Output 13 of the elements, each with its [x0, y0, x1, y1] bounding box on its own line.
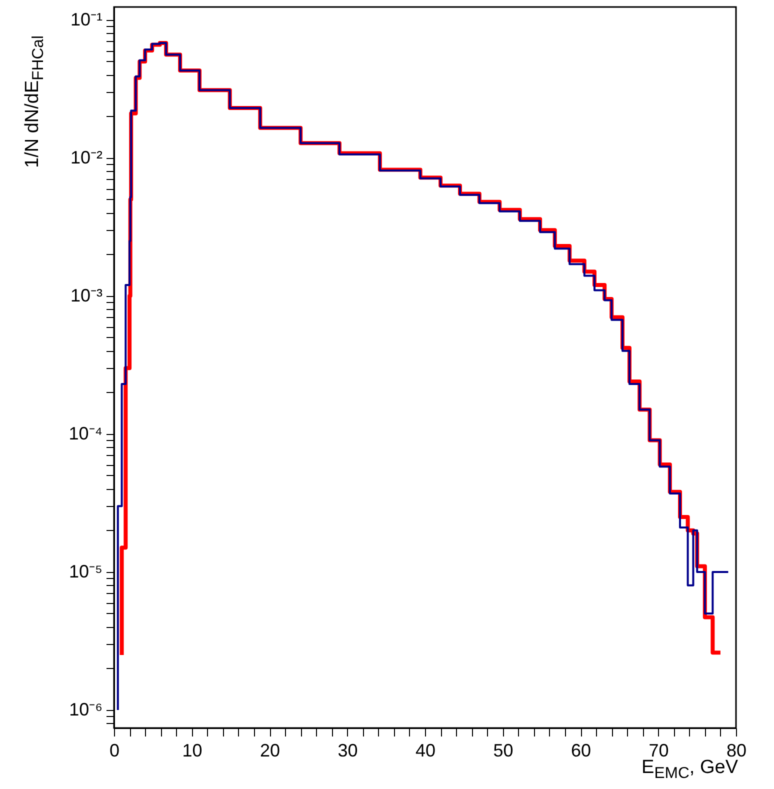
x-tick-label: 50	[493, 740, 514, 760]
y-tick-label: 10⁻¹	[70, 9, 103, 30]
y-tick-label: 10⁻²	[70, 147, 103, 168]
y-tick-label: 10⁻³	[70, 285, 103, 306]
y-tick-label: 10⁻⁵	[69, 561, 102, 582]
x-tick-label: 60	[570, 740, 592, 760]
x-tick-label: 10	[182, 740, 202, 760]
x-tick-label: 40	[415, 740, 436, 760]
y-tick-label: 10⁻⁴	[68, 423, 102, 444]
x-tick-label: 30	[338, 740, 358, 760]
x-tick-label: 0	[109, 740, 120, 760]
y-tick-label: 10⁻⁶	[69, 699, 102, 720]
x-tick-label: 20	[260, 740, 280, 760]
